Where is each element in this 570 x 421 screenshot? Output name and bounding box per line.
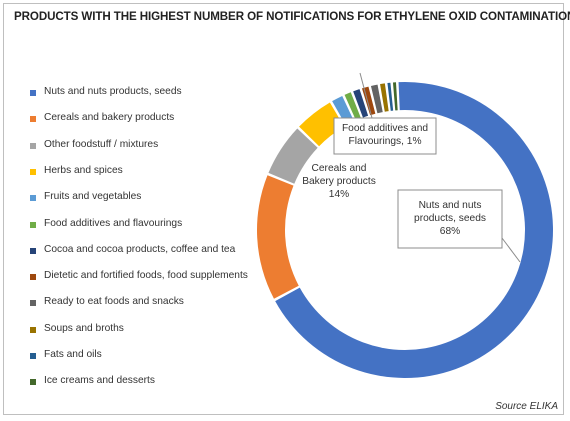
legend-label: Dietetic and fortified foods, food suppl… bbox=[44, 270, 248, 282]
legend-swatch bbox=[30, 142, 36, 149]
donut-slice-food-additives-and-flavourings bbox=[344, 92, 362, 121]
donut-slice-herbs-and-spices bbox=[299, 102, 345, 147]
legend-swatch bbox=[30, 168, 36, 175]
legend-label: Ready to eat foods and snacks bbox=[44, 296, 184, 308]
data-label-cereals-and-bakery-products-text: Bakery products bbox=[302, 176, 376, 187]
legend-label: Ice creams and desserts bbox=[44, 375, 155, 387]
legend-label: Fruits and vegetables bbox=[44, 191, 142, 203]
donut-slice-fats-and-oils bbox=[387, 82, 394, 111]
legend-swatch bbox=[30, 116, 36, 123]
donut-slice-ice-creams-and-desserts bbox=[392, 82, 398, 111]
legend-label: Soups and broths bbox=[44, 322, 124, 334]
data-label-nuts-and-nuts-products-seeds-text: 68% bbox=[440, 226, 460, 237]
chart-frame bbox=[3, 3, 564, 415]
legend-label: Cocoa and cocoa products, coffee and tea bbox=[44, 243, 236, 255]
legend-label: Herbs and spices bbox=[44, 164, 123, 176]
legend-swatch bbox=[30, 353, 36, 359]
legend-swatch bbox=[30, 326, 36, 333]
legend-swatch bbox=[30, 300, 36, 307]
legend-swatch bbox=[30, 90, 36, 96]
donut-slice-soups-and-broths bbox=[380, 83, 389, 112]
legend-label: Cereals and bakery products bbox=[44, 112, 175, 124]
donut-slice-ready-to-eat-foods-and-snacks bbox=[370, 84, 383, 114]
legend-label: Nuts and nuts products, seeds bbox=[44, 86, 182, 97]
legend-swatch bbox=[30, 195, 36, 202]
data-label-nuts-and-nuts-products-seeds-text: products, seeds bbox=[414, 213, 486, 224]
data-label-food-additives-and-flavourings-leader bbox=[359, 72, 373, 119]
legend-label: Other foodstuff / mixtures bbox=[44, 138, 159, 150]
legend-swatch bbox=[30, 274, 36, 281]
data-label-food-additives-and-flavourings-text: Food additives and bbox=[342, 123, 428, 134]
donut-slice-cereals-and-bakery-products bbox=[257, 175, 299, 299]
data-label-cereals-and-bakery-products-text: 14% bbox=[329, 189, 349, 200]
data-label-food-additives-and-flavourings-text: Flavourings, 1% bbox=[348, 136, 421, 147]
data-label-cereals-and-bakery-products-text: Cereals and bbox=[312, 163, 367, 174]
chart-title: PRODUCTS WITH THE HIGHEST NUMBER OF NOTI… bbox=[14, 10, 570, 23]
legend-label: Food additives and flavourings bbox=[44, 217, 183, 229]
donut-slice-cocoa-and-cocoa-products-coffee-and-tea bbox=[353, 89, 369, 118]
legend-swatch bbox=[30, 247, 36, 254]
legend-label: Fats and oils bbox=[44, 349, 102, 360]
donut-slice-other-foodstuff-mixtures bbox=[268, 128, 318, 184]
legend-swatch bbox=[30, 221, 36, 228]
data-label-nuts-and-nuts-products-seeds-box bbox=[397, 189, 503, 249]
legend-swatch bbox=[30, 379, 36, 386]
data-label-nuts-and-nuts-products-seeds-text: Nuts and nuts bbox=[419, 200, 482, 211]
data-label-nuts-and-nuts-products-seeds-leader bbox=[501, 237, 521, 263]
data-label-food-additives-and-flavourings-box bbox=[333, 117, 437, 155]
source-note: Source ELIKA bbox=[495, 401, 558, 412]
